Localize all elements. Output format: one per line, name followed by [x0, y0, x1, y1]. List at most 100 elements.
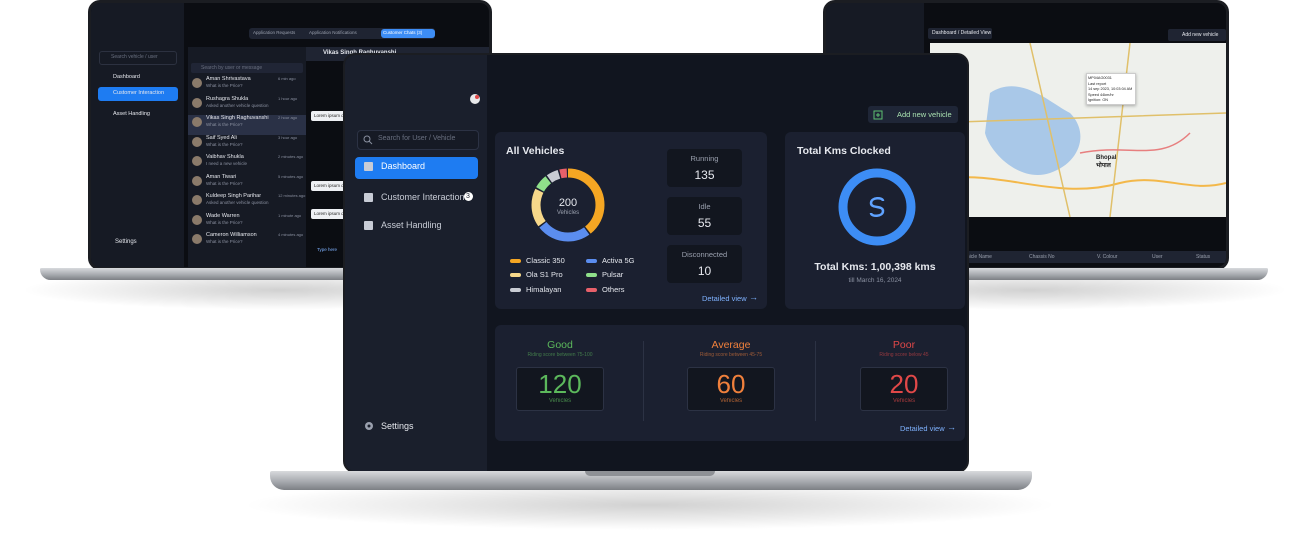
- rating-box: [860, 367, 948, 411]
- donut-segment: [531, 168, 605, 242]
- nav-icon[interactable]: [364, 162, 373, 171]
- popup: [1086, 73, 1136, 105]
- legend-swatch: [510, 259, 521, 263]
- rating-note: Riding score between 45-75: [699, 352, 763, 358]
- chat-time: 6 min ago: [278, 76, 296, 81]
- add-button[interactable]: [1168, 29, 1226, 41]
- rating-value: 60: [716, 369, 746, 399]
- chat-name[interactable]: Aman Tiwari: [206, 173, 237, 180]
- avatar: [192, 117, 202, 127]
- logo: [470, 94, 480, 104]
- chat-time: 1 hour ago: [278, 95, 298, 101]
- kms-ring: [838, 168, 916, 246]
- status-value: 10: [697, 264, 712, 278]
- legend-label: Classic 350: [526, 256, 565, 265]
- nav-item[interactable]: Customer Interaction: [381, 192, 465, 202]
- chat-name[interactable]: Saif Syed Ali: [206, 134, 237, 141]
- chat-name[interactable]: Cameron Williamson: [206, 232, 257, 238]
- chat-name[interactable]: Aman Shrivastava: [206, 76, 251, 82]
- donut-segment: [531, 168, 605, 242]
- detailed-view-link[interactable]: Detailed view: [900, 424, 945, 433]
- divider: [815, 341, 816, 421]
- avatar: [192, 234, 202, 244]
- breadcrumb-box: [928, 28, 992, 39]
- legend-label: Others: [602, 285, 625, 294]
- status-value: 135: [694, 168, 715, 182]
- nav-active: [355, 157, 478, 179]
- avatar: [192, 214, 202, 225]
- card-title: All Vehicles: [506, 145, 565, 157]
- nav-icon[interactable]: [364, 221, 373, 230]
- add-button-text[interactable]: Add new vehicle: [1182, 32, 1219, 38]
- search-box: [99, 51, 177, 65]
- chat-search-text: Search by user or message: [201, 65, 263, 71]
- rating-unit: Vehicles: [892, 398, 916, 404]
- chat-preview: Asked another vehicle question: [206, 102, 269, 108]
- rating-label: Average: [711, 339, 751, 351]
- popup-line: MP04AG0031: [1088, 76, 1112, 80]
- arrow[interactable]: →: [749, 292, 758, 302]
- add-button-text[interactable]: Add new vehicle: [897, 110, 952, 119]
- add-button[interactable]: [868, 106, 958, 123]
- rating-box: [516, 367, 604, 411]
- route: [1079, 132, 1191, 154]
- chat-selected: [188, 115, 306, 135]
- add-icon[interactable]: [873, 110, 883, 120]
- popup-line: Last report: [1088, 81, 1107, 86]
- legend-label: Ola S1 Pro: [526, 270, 563, 279]
- tab[interactable]: Application Notifications: [309, 30, 357, 35]
- nav-icon[interactable]: [364, 193, 373, 202]
- popup-line: Speed 44km/hr: [1088, 92, 1114, 97]
- breadcrumb: Dashboard / Detailed View: [932, 30, 992, 36]
- kms-date: till March 16, 2024: [848, 277, 902, 284]
- avatar: [192, 195, 202, 205]
- tabs: [249, 28, 435, 39]
- chat-preview: What is the Price?: [206, 180, 243, 186]
- nav-active: [98, 87, 178, 101]
- chat-preview: What is the Price?: [206, 122, 243, 127]
- message-text: Lorem ipsum dolor: [314, 183, 352, 188]
- legend-swatch: [586, 273, 597, 277]
- nav-item[interactable]: Dashboard: [113, 74, 140, 80]
- column-header: V. Colour: [1097, 254, 1118, 260]
- status-box: [667, 245, 742, 283]
- status-box: [667, 149, 742, 187]
- rating-unit: Vehicles: [719, 398, 743, 404]
- chat-name[interactable]: Vikas Singh Raghuvanshi: [206, 115, 269, 121]
- search-placeholder: Search for User / Vehicle: [378, 135, 456, 142]
- settings: Settings: [381, 421, 414, 431]
- avatar: [192, 175, 202, 186]
- nav-item[interactable]: Asset Handling: [381, 220, 442, 230]
- road: [930, 176, 1226, 190]
- nav-item[interactable]: Customer Interaction: [113, 90, 165, 96]
- divider: [643, 341, 644, 421]
- arrow[interactable]: →: [947, 422, 956, 432]
- chat-name[interactable]: Rushagra Shukla: [206, 95, 249, 102]
- chat-time: 3 hour ago: [278, 134, 298, 140]
- chat-name[interactable]: Wade Warren: [206, 212, 240, 219]
- road: [930, 43, 1226, 217]
- rating-note: Riding score between 75-100: [527, 352, 593, 358]
- column-header: Status: [1196, 254, 1211, 260]
- nav-item[interactable]: Dashboard: [381, 161, 426, 171]
- reply-text[interactable]: Type here: [317, 247, 338, 252]
- tab[interactable]: Application Requests: [253, 30, 296, 35]
- city: Bhopal भोपाल: [1096, 155, 1117, 169]
- chat-name[interactable]: Kuldeep Singh Parihar: [206, 193, 262, 199]
- chat-time: 2 hour ago: [278, 115, 298, 120]
- nav-badge-text: 3: [466, 193, 470, 200]
- sidebar: [91, 3, 184, 267]
- chat-name[interactable]: Vaibhav Shukla: [206, 154, 244, 160]
- donut-total: 200: [558, 197, 578, 209]
- chat-preview: Asked another vehicle question: [206, 200, 269, 205]
- tab[interactable]: Customer Chats (3): [383, 30, 423, 35]
- popup-line: Ignition: ON: [1088, 98, 1109, 102]
- detailed-view-link[interactable]: Detailed view: [702, 294, 747, 303]
- nav-item[interactable]: Asset Handling: [113, 111, 150, 117]
- message-bubble: [311, 181, 351, 191]
- search-icon: [363, 135, 373, 145]
- message-text: Lorem ipsum dolor: [314, 211, 352, 216]
- chat-search: [191, 63, 303, 73]
- settings-icon: [365, 422, 373, 430]
